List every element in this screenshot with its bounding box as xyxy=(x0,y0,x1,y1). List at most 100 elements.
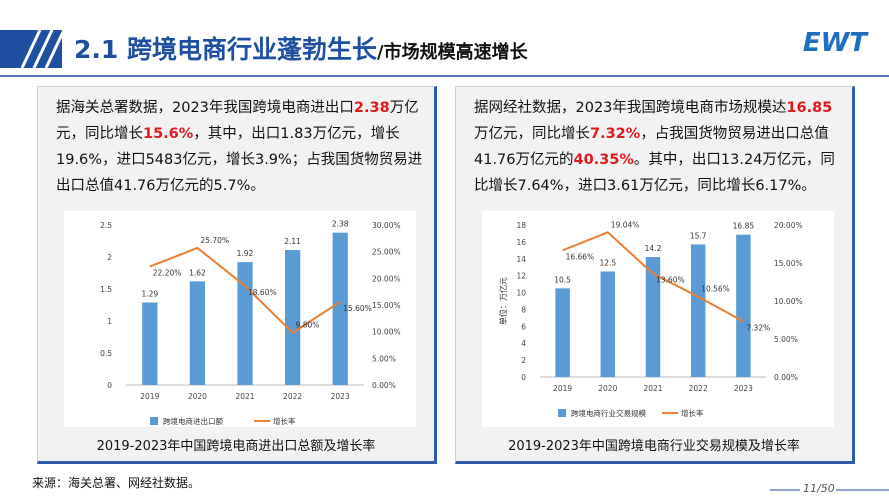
legend-swatch xyxy=(558,409,566,417)
x-tick-label: 2021 xyxy=(235,392,254,401)
legend-label: 增长率 xyxy=(681,408,704,418)
paragraph: 据海关总署数据，2023年我国跨境电商进出口2.38万亿元，同比增长15.6%，… xyxy=(56,95,426,199)
line-value-label: 13.60% xyxy=(656,276,685,285)
title: 2.1 跨境电商行业蓬勃生长 xyxy=(74,35,377,64)
y-tick-label: 16 xyxy=(516,238,526,247)
bar xyxy=(736,234,751,377)
y2-tick-label: 20.00% xyxy=(372,274,401,283)
bar xyxy=(284,249,301,385)
line-value-label: 10.56% xyxy=(701,285,730,294)
line-value-label: 16.66% xyxy=(566,252,595,261)
text: 。其中，出口13.24万亿元，同比增长7.64%，进口3.61万亿元，同比增长6… xyxy=(474,152,835,194)
y-tick-label: 2 xyxy=(107,253,112,262)
line-value-label: 9.80% xyxy=(296,321,320,330)
panel: 据网经社数据，2023年我国跨境电商市场规模达16.85万亿元，同比增长7.32… xyxy=(455,86,855,464)
y2-tick-label: 5.00% xyxy=(774,335,798,344)
y2-tick-label: 0.00% xyxy=(774,373,798,382)
bar-value-label: 1.62 xyxy=(189,268,206,277)
bar xyxy=(690,244,706,377)
bar-value-label: 10.5 xyxy=(554,275,571,284)
bar-value-label: 2.11 xyxy=(284,237,301,246)
chart: 0 2 4 6 8 10 12 14 16 18 0.00% 5.00% 10.00% 15.00% 20.… xyxy=(498,220,803,418)
chart-caption: 2019-2023年中国跨境电商行业交易规模及增长率 xyxy=(508,439,800,454)
y2-tick-label: 20.00% xyxy=(774,221,803,230)
y-tick-label: 10 xyxy=(516,289,526,298)
y-tick-label: 1 xyxy=(107,317,112,326)
page-number: 11/50 xyxy=(803,482,835,495)
paragraph: 据网经社数据，2023年我国跨境电商市场规模达16.85 万亿元，同比增长7.32… xyxy=(474,95,844,199)
y2-tick-label: 25.00% xyxy=(372,248,401,257)
line-value-label: 25.70% xyxy=(200,236,229,245)
legend-label: 跨境电商行业交易规模 xyxy=(571,408,646,418)
line xyxy=(149,246,341,335)
y-tick-label: 0 xyxy=(521,373,526,382)
y-tick-label: 14 xyxy=(516,255,526,264)
header: 2.1 跨境电商行业蓬勃生长/市场规模高速增长 xyxy=(74,30,528,66)
y-tick-label: 18 xyxy=(516,221,526,230)
bar xyxy=(142,302,158,385)
chart-box: 0 0.5 1 1.5 2 2.5 0.00% 5.00% 10.00% 15.00% 20.00%… xyxy=(64,211,416,427)
chart-box: 0 2 4 6 8 10 12 14 16 18 0.00% 5.00% 10.00% 15.00% 20.… xyxy=(482,211,834,427)
y-tick-label: 1.5 xyxy=(100,285,112,294)
bar xyxy=(332,232,348,385)
chart: 0 0.5 1 1.5 2 2.5 0.00% 5.00% 10.00% 15.00% 20.00%… xyxy=(100,220,401,426)
highlight-text: 2.38 xyxy=(353,100,390,116)
x-tick-label: 2020 xyxy=(188,392,207,401)
highlight-text: 15.6% xyxy=(143,126,194,142)
source: 来源：海关总署、网经社数据。 xyxy=(32,476,201,490)
subtitle: /市场规模高速增长 xyxy=(377,42,528,63)
x-tick-label: 2019 xyxy=(553,384,572,393)
chart-caption: 2019-2023年中国跨境电商进出口总额及增长率 xyxy=(96,439,376,454)
y2-tick-label: 15.00% xyxy=(372,301,401,310)
legend-label: 增长率 xyxy=(273,416,296,426)
y2-tick-label: 15.00% xyxy=(774,259,803,268)
bar xyxy=(555,288,570,377)
bar-value-label: 16.85 xyxy=(733,222,755,231)
highlight-text: 7.32% xyxy=(590,126,641,142)
line-value-label: 19.04% xyxy=(611,220,640,229)
x-tick-label: 2023 xyxy=(331,392,350,401)
y2-tick-label: 0.00% xyxy=(372,381,396,390)
x-tick-label: 2019 xyxy=(140,392,159,401)
y2-tick-label: 10.00% xyxy=(774,297,803,306)
y-tick-label: 8 xyxy=(521,305,526,314)
x-tick-label: 2022 xyxy=(283,392,302,401)
panel: 据海关总署数据，2023年我国跨境电商进出口2.38万亿元，同比增长15.6%，… xyxy=(37,86,437,464)
y-tick-label: 2.5 xyxy=(100,221,112,230)
bar-value-label: 1.92 xyxy=(237,249,254,258)
bar xyxy=(237,262,253,385)
bar-value-label: 1.29 xyxy=(141,289,158,298)
bar xyxy=(645,257,661,377)
line-value-label: 22.20% xyxy=(153,269,182,278)
line-value-label: 18.60% xyxy=(248,288,277,297)
text: ，占我国货物贸易进出口总值41.76万亿元的 xyxy=(474,126,829,168)
highlight-text: 16.85 xyxy=(786,100,833,116)
x-tick-label: 2021 xyxy=(643,384,662,393)
logo: EWT xyxy=(802,28,867,58)
y2-tick-label: 5.00% xyxy=(372,354,396,363)
text: 万亿元，同比增长 xyxy=(56,100,419,142)
x-tick-label: 2022 xyxy=(689,384,708,393)
y-axis-title: 单位：万亿元 xyxy=(498,277,508,325)
y2-tick-label: 30.00% xyxy=(372,221,401,230)
y-tick-label: 0 xyxy=(107,381,112,390)
stripes xyxy=(20,29,66,69)
legend-label: 跨境电商进出口额 xyxy=(163,416,223,426)
highlight-text: 40.35% xyxy=(573,152,634,168)
bar-value-label: 2.38 xyxy=(332,220,349,229)
x-tick-label: 2023 xyxy=(734,384,753,393)
y-tick-label: 2 xyxy=(521,356,526,365)
bar xyxy=(189,281,206,385)
x-tick-label: 2020 xyxy=(598,384,617,393)
legend-swatch xyxy=(150,417,158,425)
line-value-label: 15.60% xyxy=(343,304,372,313)
bar xyxy=(600,271,616,377)
text: 据网经社数据，2023年我国跨境电商市场规模达 xyxy=(474,100,787,116)
y-tick-label: 12 xyxy=(516,272,526,281)
line-value-label: 7.32% xyxy=(746,323,770,332)
y-tick-label: 6 xyxy=(521,322,526,331)
text: ，其中，出口1.83万亿元，增长19.6%，进口5483亿元，增长3.9%；占我… xyxy=(56,126,423,194)
bar-value-label: 15.7 xyxy=(690,231,707,240)
